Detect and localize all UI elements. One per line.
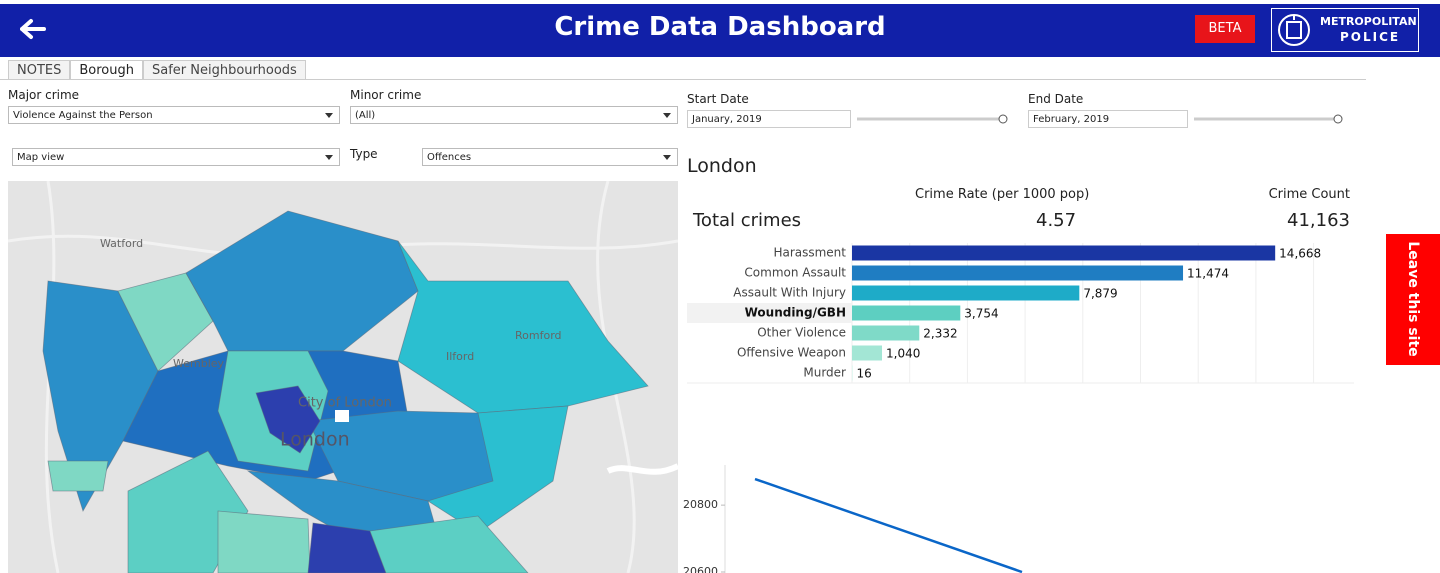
line-series [754,477,1023,573]
place-label: Ilford [446,350,474,363]
value-label: 7,879 [1083,287,1117,301]
dropdown-value: Map view [17,152,65,163]
date-input[interactable]: January, 2019 [687,110,851,128]
filter-label: Type [350,147,378,161]
tab-bar: NOTES Borough Safer Neighbourhoods [8,59,306,80]
place-label: City of London [298,396,392,411]
dropdown-value: Offences [427,152,472,163]
beta-badge: BETA [1195,15,1255,43]
value-label: 16 [856,367,871,381]
place-label: Watford [100,237,143,250]
borough[interactable] [47,460,109,492]
date-slider[interactable] [1192,112,1347,126]
logo-text: POLICE [1340,30,1401,44]
crime-rate: 4.57 [1036,210,1077,231]
bar-label[interactable]: Other Violence [757,326,846,340]
place-label: Romford [515,329,562,342]
city-of-london[interactable] [335,410,349,422]
filter-label: End Date [1028,92,1084,106]
place-label: London [280,429,350,451]
place-label: Wembley [173,357,225,370]
dropdown[interactable]: (All) [350,106,678,124]
value-label: 2,332 [923,327,957,341]
value-label: 14,668 [1279,247,1321,261]
logo: METROPOLITAN POLICE [1271,8,1419,52]
crime-count: 41,163 [1287,210,1350,231]
date-value: January, 2019 [692,114,762,125]
row-highlight [687,303,852,323]
dropdown-value: (All) [355,110,376,121]
tab[interactable]: Borough [70,60,143,80]
bar[interactable] [852,325,920,341]
borough[interactable] [255,385,321,454]
bar[interactable] [852,305,961,321]
title: Crime Data Dashboard [554,12,886,42]
crest [1278,14,1310,46]
dropdown[interactable]: Map view [12,148,340,166]
date-slider[interactable] [855,112,1010,126]
back-arrow[interactable] [20,18,46,40]
tab[interactable]: Safer Neighbourhoods [143,60,306,80]
tab[interactable]: NOTES [8,60,71,80]
borough[interactable] [369,515,529,573]
bar-label[interactable]: Common Assault [744,266,846,280]
bar[interactable] [852,285,1080,301]
y-tick-label: 20800 [683,498,718,511]
bar-label[interactable]: Murder [803,366,846,380]
y-tick-label: 20600 [683,565,718,573]
column-header: Crime Count [1268,187,1350,202]
bar-label[interactable]: Offensive Weapon [737,346,846,360]
value-label: 3,754 [964,307,998,321]
bar[interactable] [852,265,1184,281]
bar-label[interactable]: Harassment [773,246,846,260]
borough[interactable] [217,510,311,573]
bar[interactable] [852,345,883,361]
dropdown[interactable]: Violence Against the Person [8,106,340,124]
date-input[interactable]: February, 2019 [1028,110,1188,128]
date-value: February, 2019 [1033,114,1110,125]
filter-label: Minor crime [350,88,422,102]
leave-site-button[interactable]: Leave this site [1386,234,1440,365]
filter-label: Major crime [8,88,80,102]
logo-text: METROPOLITAN [1320,15,1417,28]
borough[interactable] [307,522,387,573]
map[interactable]: Watford Wembley Ilford Romford City of L… [8,181,678,573]
divider [0,79,1366,80]
bar-label[interactable]: Wounding/GBH [745,306,846,320]
bar[interactable] [852,245,1276,261]
dropdown[interactable]: Offences [422,148,678,166]
value-label: 1,040 [886,347,920,361]
value-label: 11,474 [1187,267,1229,281]
region-title: London [687,155,757,177]
leave-site-text: Leave this site [1405,241,1421,357]
bar-label[interactable]: Assault With Injury [733,286,846,300]
dropdown-value: Violence Against the Person [13,110,153,121]
total-label: Total crimes [693,210,802,231]
header: Crime Data Dashboard BETA METROPOLITAN P… [0,4,1440,57]
borough[interactable] [397,240,649,414]
filter-label: Start Date [687,92,749,106]
column-header: Crime Rate (per 1000 pop) [915,187,1090,202]
borough[interactable] [185,210,419,352]
